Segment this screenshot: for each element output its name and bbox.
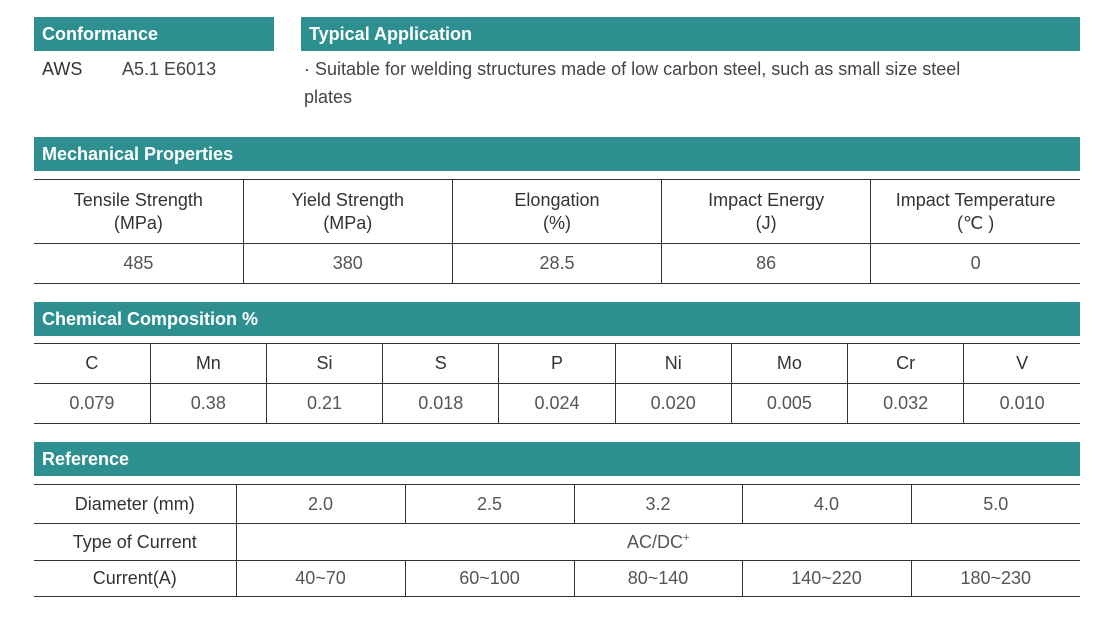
diameter-value: 2.0 — [236, 484, 406, 524]
header-name: Impact Energy — [708, 189, 825, 210]
current-value: 140~220 — [742, 560, 912, 597]
chemical-title: Chemical Composition % — [42, 308, 259, 329]
mechanical-header: Mechanical Properties — [34, 137, 1080, 171]
mechanical-value-row: 485 380 28.5 86 0 — [34, 243, 1080, 284]
current-value: 60~100 — [405, 560, 575, 597]
chemical-value: 0.010 — [999, 393, 1045, 413]
chemical-value-row: 0.079 0.38 0.21 0.018 0.024 0.020 0.005 … — [34, 383, 1080, 424]
header-unit: (%) — [542, 212, 571, 233]
current-value: 40~70 — [236, 560, 406, 597]
current-type-value: AC/DC+ — [236, 523, 1080, 561]
reference-current-row: Current(A) 40~70 60~100 80~140 140~220 1… — [34, 560, 1080, 597]
diameter-value: 4.0 — [742, 484, 912, 524]
header-name: Elongation — [514, 189, 600, 210]
chemical-element: C — [34, 343, 151, 384]
header-unit: (MPa) — [323, 212, 373, 233]
chemical-value: 0.032 — [847, 383, 965, 424]
chemical-header: Chemical Composition % — [34, 302, 1080, 336]
chemical-element: Mo — [731, 343, 849, 384]
conformance-title: Conformance — [42, 23, 159, 44]
current-type-sup: + — [683, 531, 690, 544]
diameter-value: 3.2 — [574, 484, 743, 524]
header-unit: (℃ ) — [957, 212, 995, 233]
diameter-label: Diameter (mm) — [34, 484, 237, 524]
conformance-standard: AWS — [42, 59, 83, 79]
mechanical-value: 380 — [243, 243, 453, 284]
mechanical-col-elongation: Elongation (%) — [452, 179, 663, 244]
mechanical-col-yield: Yield Strength (MPa) — [243, 179, 453, 244]
mechanical-header-row: Tensile Strength (MPa) Yield Strength (M… — [34, 179, 1080, 244]
application-header: Typical Application — [301, 17, 1080, 51]
mechanical-value: 485 — [34, 243, 244, 284]
chemical-element: S — [382, 343, 500, 384]
mechanical-col-impact-temp: Impact Temperature (℃ ) — [870, 179, 1080, 244]
reference-current-type-row: Type of Current AC/DC+ — [34, 523, 1080, 561]
mechanical-table: Tensile Strength (MPa) Yield Strength (M… — [34, 179, 1080, 284]
current-type-label: Type of Current — [34, 523, 237, 561]
chemical-value: 0.024 — [498, 383, 616, 424]
chemical-value: 0.005 — [731, 383, 849, 424]
chemical-element: V — [963, 343, 1080, 384]
mechanical-value: 28.5 — [452, 243, 663, 284]
reference-diameter-row: Diameter (mm) 2.0 2.5 3.2 4.0 5.0 — [34, 484, 1080, 524]
current-label: Current(A) — [34, 560, 237, 597]
reference-title: Reference — [42, 448, 130, 469]
mechanical-title: Mechanical Properties — [42, 143, 234, 164]
mechanical-col-impact-energy: Impact Energy (J) — [661, 179, 872, 244]
conformance-classification: A5.1 E6013 — [122, 59, 217, 79]
chemical-table: C Mn Si S P Ni Mo Cr V 0.079 0.38 0.21 0… — [34, 343, 1080, 424]
mechanical-value: 0 — [970, 253, 981, 273]
chemical-value: 0.020 — [615, 383, 732, 424]
header-unit: (J) — [755, 212, 777, 233]
conformance-header: Conformance — [34, 17, 274, 51]
chemical-value: 0.21 — [266, 383, 384, 424]
header-name: Yield Strength — [291, 189, 404, 210]
chemical-element: Si — [266, 343, 384, 384]
chemical-element: Cr — [847, 343, 965, 384]
chemical-value: 0.018 — [382, 383, 500, 424]
diameter-value: 5.0 — [911, 484, 1080, 524]
chemical-element: P — [498, 343, 616, 384]
header-unit: (MPa) — [113, 212, 163, 233]
reference-header: Reference — [34, 442, 1080, 476]
application-text-line1: · Suitable for welding structures made o… — [304, 59, 961, 79]
chemical-element-row: C Mn Si S P Ni Mo Cr V — [34, 343, 1080, 384]
chemical-element: Mn — [150, 343, 267, 384]
current-value: 180~230 — [960, 568, 1032, 588]
diameter-value: 2.5 — [405, 484, 575, 524]
mechanical-value: 86 — [661, 243, 872, 284]
chemical-element: Ni — [615, 343, 732, 384]
header-name: Tensile Strength — [73, 189, 203, 210]
application-text-line2: plates — [304, 87, 353, 107]
current-type-text: AC/DC — [627, 531, 684, 552]
application-title: Typical Application — [309, 23, 473, 44]
chemical-value: 0.38 — [150, 383, 267, 424]
mechanical-col-tensile: Tensile Strength (MPa) — [34, 179, 244, 244]
chemical-value: 0.079 — [34, 383, 151, 424]
current-value: 80~140 — [574, 560, 743, 597]
header-name: Impact Temperature — [895, 189, 1056, 210]
reference-table: Diameter (mm) 2.0 2.5 3.2 4.0 5.0 Type o… — [34, 484, 1080, 597]
